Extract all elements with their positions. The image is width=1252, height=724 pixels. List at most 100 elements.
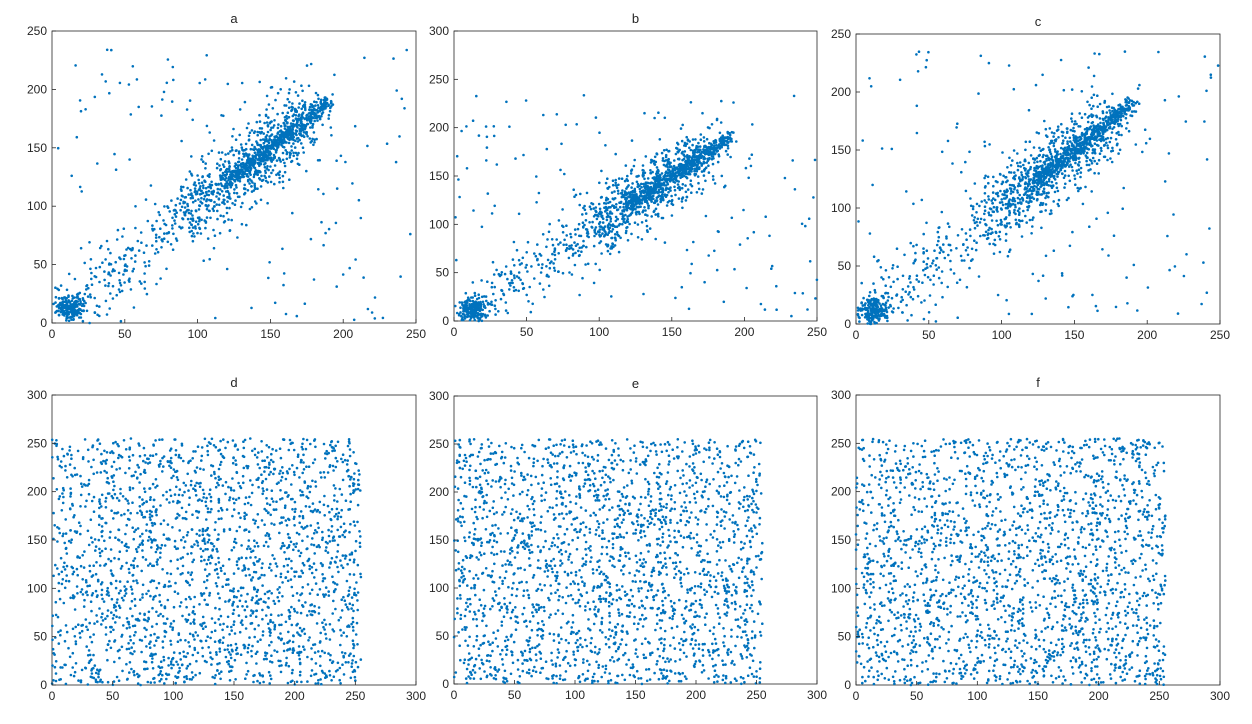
data-point [1114,138,1118,141]
data-point [269,157,273,160]
data-point [155,282,158,286]
data-point [994,180,998,183]
data-point [263,158,267,161]
data-point [680,285,684,289]
data-point [254,153,258,157]
data-point [1070,150,1073,154]
data-point [1095,136,1098,139]
data-point [574,233,577,236]
data-point [570,273,574,276]
data-point [598,228,602,231]
data-point [286,121,289,125]
data-point [1003,217,1007,221]
data-point [229,173,232,176]
data-point [1045,154,1049,158]
data-point [649,182,652,185]
data-point [1074,158,1078,161]
data-point [667,160,670,163]
data-point [117,288,121,291]
data-point [497,310,500,313]
data-point [592,207,595,210]
data-point [606,186,609,190]
y-tick-label: 0 [40,316,47,330]
data-point [1016,168,1020,172]
y-tick-label: 100 [27,199,47,213]
x-tick-label: 100 [589,325,609,339]
data-point [666,168,670,171]
data-point [109,274,112,277]
data-point [1050,180,1054,184]
data-point [178,225,181,229]
data-point [565,243,568,246]
data-point [199,185,202,188]
data-point [1032,157,1035,160]
data-point [311,137,314,141]
data-point [252,175,256,179]
data-point [583,208,587,212]
data-point [617,183,620,187]
data-point [198,204,202,208]
data-point [1115,143,1119,147]
data-point [606,224,610,227]
data-point [630,232,633,236]
data-point [193,190,197,194]
data-point [519,278,522,282]
data-point [245,154,249,157]
data-point [1080,131,1084,135]
data-point [218,231,222,235]
data-point [1083,136,1086,139]
data-point [603,233,607,237]
data-point [294,139,297,143]
data-point [1076,136,1080,139]
data-point [216,191,220,194]
data-point [1018,207,1021,210]
data-point [272,147,276,150]
data-point [1011,159,1014,162]
data-point [580,250,583,253]
data-point [626,174,629,178]
data-point [314,104,317,107]
data-point [78,298,81,301]
data-point [628,195,631,199]
data-point [1077,189,1080,193]
data-point [76,305,79,308]
data-point [120,289,124,293]
data-point [104,258,107,261]
data-point [257,148,261,151]
data-point [335,159,338,162]
data-point [291,128,294,131]
data-point [486,314,490,317]
data-point [1093,125,1096,129]
data-point [534,254,538,258]
data-point [1073,174,1076,177]
data-point [246,175,250,178]
data-point [720,144,723,147]
data-point [573,228,577,231]
data-point [104,284,107,287]
data-point [1037,187,1041,191]
data-point [70,174,73,178]
data-point [154,236,158,239]
data-point [339,154,343,158]
data-point [250,143,254,147]
data-point [1111,149,1115,152]
data-point [980,200,983,203]
data-point [1009,187,1013,191]
data-point [85,284,89,287]
data-point [255,202,258,205]
data-point [653,163,657,166]
data-point [89,295,92,299]
data-point [201,160,205,163]
data-point [747,176,750,180]
data-point [1070,117,1073,120]
data-point [134,205,137,208]
data-point [352,318,356,322]
data-point [987,211,990,214]
data-point [626,185,629,189]
data-point [670,214,674,217]
data-point [76,295,79,299]
data-point [1054,139,1057,143]
data-point [647,206,650,210]
